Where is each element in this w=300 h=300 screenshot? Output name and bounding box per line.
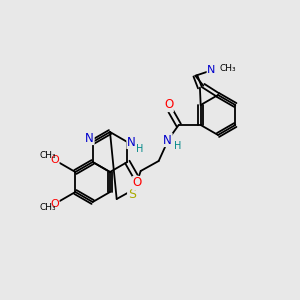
Text: H: H	[174, 141, 182, 151]
Text: O: O	[164, 98, 173, 112]
Text: CH₃: CH₃	[39, 152, 56, 160]
Text: N: N	[85, 131, 94, 145]
Text: CH₃: CH₃	[219, 64, 236, 73]
Text: O: O	[50, 155, 59, 165]
Text: S: S	[128, 188, 136, 200]
Text: N: N	[163, 134, 172, 146]
Text: O: O	[133, 176, 142, 190]
Text: N: N	[207, 65, 215, 75]
Text: N: N	[127, 136, 136, 148]
Text: H: H	[136, 144, 143, 154]
Text: CH₃: CH₃	[39, 203, 56, 212]
Text: O: O	[50, 199, 59, 209]
